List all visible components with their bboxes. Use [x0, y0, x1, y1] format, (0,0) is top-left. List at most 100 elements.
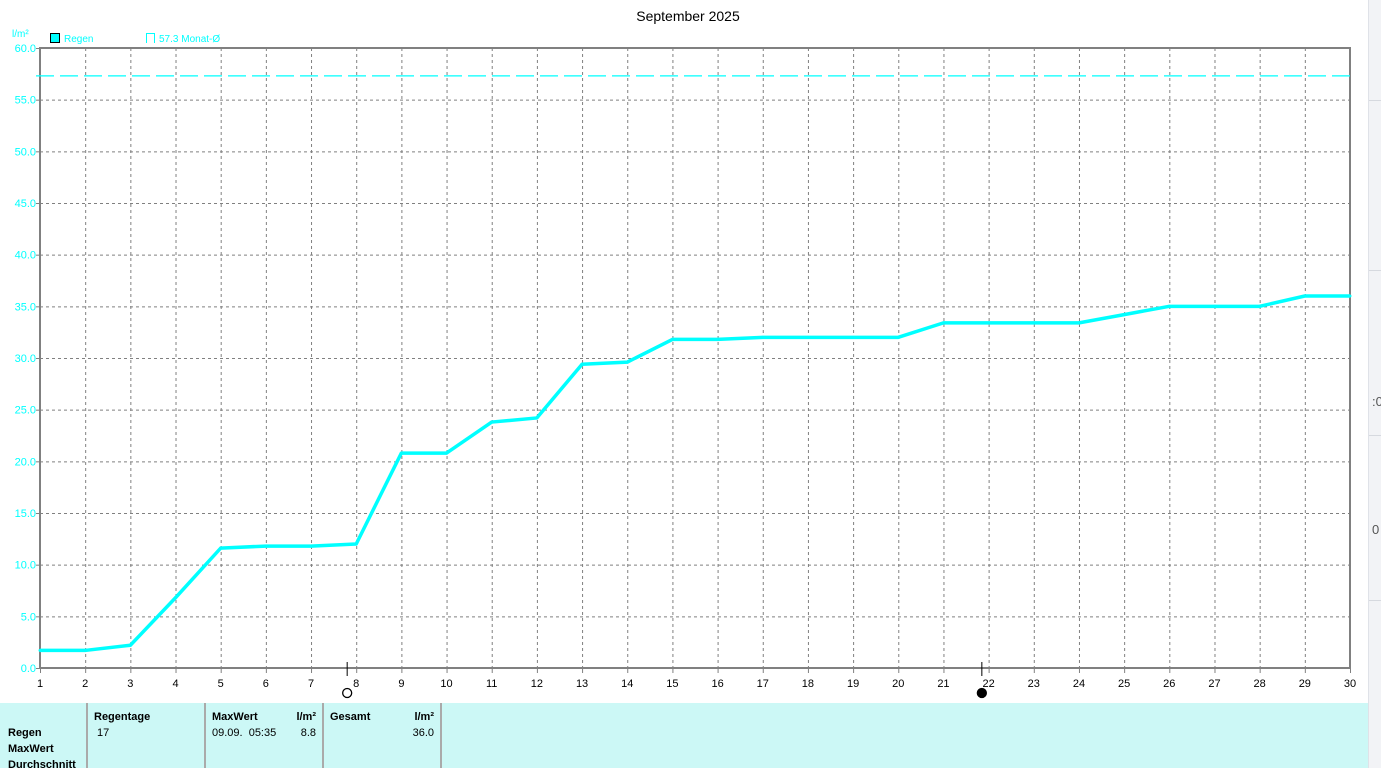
row-label-durchschnitt: Durchschnitt — [8, 759, 76, 771]
x-tick-label: 20 — [892, 678, 904, 690]
data-point — [987, 321, 991, 325]
data-point — [1348, 294, 1352, 298]
y-tick-label: 10.0 — [15, 560, 36, 572]
data-point — [399, 451, 403, 455]
y-tick-label: 45.0 — [15, 198, 36, 210]
background-window-edge: :0 0 — [1368, 0, 1381, 768]
data-point — [38, 648, 42, 652]
row-label-regen: Regen — [8, 727, 42, 739]
row-label-maxwert: MaxWert — [8, 743, 54, 755]
x-tick-label: 19 — [847, 678, 859, 690]
regentage-value: 17 — [97, 727, 110, 739]
summary-table: Regen MaxWert Durchschnitt Regentage 17 … — [0, 703, 1368, 771]
x-tick-label: 6 — [263, 678, 269, 690]
y-tick-label: 15.0 — [15, 508, 36, 520]
x-tick-label: 10 — [440, 678, 452, 690]
x-tick-label: 29 — [1299, 678, 1311, 690]
x-tick-label: 13 — [576, 678, 588, 690]
gesamt-header: Gesamt — [330, 711, 371, 723]
x-tick-label: 1 — [37, 678, 43, 690]
x-tick-label: 22 — [982, 678, 994, 690]
y-tick-label: 25.0 — [15, 405, 36, 417]
gesamt-value: 36.0 — [412, 727, 434, 739]
x-tick-label: 16 — [711, 678, 723, 690]
x-tick-label: 3 — [127, 678, 133, 690]
regentage-header: Regentage — [94, 711, 151, 723]
data-point — [670, 337, 674, 341]
y-tick-label: 35.0 — [15, 301, 36, 313]
y-tick-label: 40.0 — [15, 250, 36, 262]
data-point — [941, 321, 945, 325]
data-point — [1167, 304, 1171, 308]
data-point — [896, 335, 900, 339]
data-point — [264, 544, 268, 548]
data-point — [716, 337, 720, 341]
x-tick-label: 4 — [172, 678, 178, 690]
x-tick-label: 18 — [802, 678, 814, 690]
x-tick-label: 24 — [1073, 678, 1085, 690]
y-tick-label: 55.0 — [15, 95, 36, 107]
data-point — [535, 416, 539, 420]
data-point — [625, 360, 629, 364]
y-tick-label: 60.0 — [15, 43, 36, 55]
x-tick-label: 25 — [1118, 678, 1130, 690]
x-tick-label: 30 — [1344, 678, 1356, 690]
data-point — [490, 420, 494, 424]
data-point — [851, 335, 855, 339]
series-line-regen — [40, 294, 1350, 653]
x-tick-label: 17 — [757, 678, 769, 690]
plot-frame — [39, 47, 1351, 669]
data-point — [309, 544, 313, 548]
maxwert-column: MaxWert l/m² 09.09. 05:35 8.8 — [206, 703, 324, 768]
data-point — [1303, 294, 1307, 298]
data-point — [354, 542, 358, 546]
x-tick-label: 27 — [1208, 678, 1220, 690]
y-tick-label: 0.0 — [21, 663, 36, 675]
x-tick-label: 23 — [1028, 678, 1040, 690]
chart-title: September 2025 — [636, 8, 740, 24]
x-tick-label: 14 — [621, 678, 633, 690]
y-tick-label: 50.0 — [15, 146, 36, 158]
data-point — [580, 362, 584, 366]
data-point — [806, 335, 810, 339]
legend-average-label: 57.3 Monat-Ø — [159, 34, 220, 45]
side-text: 0 — [1372, 522, 1380, 537]
maxwert-unit: l/m² — [296, 711, 316, 723]
x-tick-label: 21 — [937, 678, 949, 690]
maxwert-value: 8.8 — [300, 727, 316, 739]
rain-chart: September 2025 l/m² Regen 57.3 Monat-Ø 0.0 5.… — [12, 8, 1356, 699]
data-point — [1212, 304, 1216, 308]
y-tick-label: 20.0 — [15, 456, 36, 468]
full-moon-icon — [342, 687, 353, 699]
gesamt-column: Gesamt l/m² 36.0 — [324, 703, 442, 768]
legend-average-swatch — [146, 33, 155, 43]
y-tick-label: 5.0 — [21, 611, 36, 623]
x-tick-label: 8 — [353, 678, 359, 690]
x-tick-label: 15 — [666, 678, 678, 690]
data-point — [1032, 321, 1036, 325]
legend-regen-label: Regen — [64, 34, 93, 45]
data-point — [128, 643, 132, 647]
gesamt-unit: l/m² — [414, 711, 434, 723]
data-point — [1258, 304, 1262, 308]
y-axis-unit: l/m² — [12, 29, 29, 40]
x-tick-label: 12 — [531, 678, 543, 690]
x-tick-label: 2 — [82, 678, 88, 690]
legend-regen-swatch — [50, 33, 60, 43]
data-point — [83, 648, 87, 652]
regentage-column: Regentage 17 — [88, 703, 206, 768]
row-labels-column: Regen MaxWert Durchschnitt — [0, 703, 88, 771]
data-point — [761, 335, 765, 339]
data-point — [219, 546, 223, 550]
x-tick-label: 7 — [308, 678, 314, 690]
side-text: :0 — [1372, 394, 1381, 409]
new-moon-icon — [976, 687, 987, 699]
maxwert-date: 09.09. 05:35 — [212, 727, 277, 739]
data-point — [445, 451, 449, 455]
maxwert-header: MaxWert — [212, 711, 258, 723]
x-tick-label: 11 — [486, 678, 497, 690]
data-point — [1122, 313, 1126, 317]
data-point — [174, 596, 178, 600]
data-point — [1077, 321, 1081, 325]
x-tick-label: 5 — [218, 678, 224, 690]
